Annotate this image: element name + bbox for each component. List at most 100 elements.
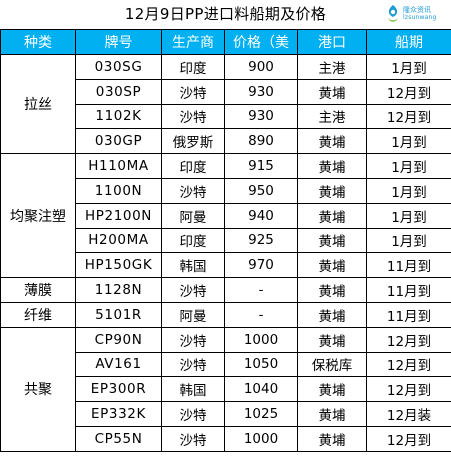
grade-cell: H200MA — [75, 227, 162, 254]
header-shipment: 船期 — [366, 29, 451, 55]
port-cell: 黄埔 — [297, 202, 367, 229]
header-port: 港口 — [297, 29, 367, 55]
price-cell: 930 — [224, 78, 298, 105]
table-row: 拉丝 030SG 印度 900 主港 1月到 — [0, 53, 451, 155]
producer-cell: 阿曼 — [161, 202, 225, 229]
table-row: HP150GK 韩国 970 黄埔 11月到 — [1, 252, 451, 279]
shipment-cell: 12月装 — [366, 401, 451, 427]
grade-cell: HP2100N — [75, 202, 162, 229]
grade-cell: AV161 — [75, 351, 162, 378]
shipment-cell: 12月到 — [366, 326, 451, 353]
shipment-cell: 1月到 — [366, 177, 451, 204]
header-producer: 生产商 — [161, 29, 225, 55]
grade-cell: HP150GK — [75, 252, 162, 279]
port-cell: 黄埔 — [297, 376, 367, 403]
table-row: 共聚 CP90N 沙特 1000 黄埔 12月到 — [0, 326, 451, 452]
grade-cell: 030SG — [75, 54, 162, 80]
shipment-cell: 11月到 — [366, 252, 451, 279]
shipment-cell: 12月到 — [366, 78, 451, 105]
shipment-cell: 12月到 — [366, 351, 451, 378]
price-cell: 940 — [224, 202, 298, 229]
grade-cell: 5101R — [75, 301, 162, 328]
producer-cell: 沙特 — [161, 103, 225, 130]
table-row: HP2100N 阿曼 940 黄埔 1月到 — [1, 202, 451, 229]
table-row: 薄膜 1128N 沙特 - 黄埔 11月到 — [0, 277, 451, 303]
grade-cell: 030SP — [75, 78, 162, 105]
logo-text: 隆众资讯 — [403, 6, 431, 14]
producer-cell: 印度 — [161, 54, 225, 80]
port-cell: 黄埔 — [297, 153, 367, 179]
price-cell: 1050 — [224, 351, 298, 378]
shipment-cell: 11月到 — [366, 301, 451, 328]
shipment-cell: 1月到 — [366, 153, 451, 179]
port-cell: 黄埔 — [297, 277, 367, 303]
producer-cell: 沙特 — [161, 78, 225, 105]
category-cell: 拉丝 — [0, 53, 76, 155]
port-cell: 主港 — [297, 103, 367, 130]
producer-cell: 俄罗斯 — [161, 128, 225, 155]
shipment-cell: 1月到 — [366, 227, 451, 254]
shipment-cell: 12月到 — [366, 376, 451, 403]
port-cell: 黄埔 — [297, 177, 367, 204]
price-cell: 970 — [224, 252, 298, 279]
category-cell: 薄膜 — [0, 277, 76, 303]
table-row: AV161 沙特 1050 保税库 12月到 — [1, 351, 451, 378]
producer-cell: 阿曼 — [161, 301, 225, 328]
shipment-cell: 1月到 — [366, 202, 451, 229]
table-body: 拉丝 030SG 印度 900 主港 1月到 030SP 沙特 930 黄埔 12月到 1102K 沙特… — [0, 53, 451, 452]
producer-cell: 韩国 — [161, 376, 225, 403]
producer-cell: 沙特 — [161, 277, 225, 303]
grade-cell: 1128N — [75, 277, 162, 303]
shipment-cell: 12月到 — [366, 103, 451, 130]
table-row: CP55N 沙特 1000 黄埔 12月到 — [1, 425, 451, 452]
category-cell: 均聚注塑 — [0, 153, 76, 279]
price-cell: 950 — [224, 177, 298, 204]
producer-cell: 印度 — [161, 227, 225, 254]
category-cell: 共聚 — [0, 326, 76, 452]
table-row: 均聚注塑 H110MA 印度 915 黄埔 1月到 — [0, 153, 451, 279]
shipment-cell: 12月到 — [366, 425, 451, 452]
grade-cell: 1102K — [75, 103, 162, 130]
port-cell: 黄埔 — [297, 78, 367, 105]
port-cell: 黄埔 — [297, 128, 367, 155]
price-cell: - — [224, 301, 298, 328]
grade-cell: CP90N — [75, 326, 162, 353]
producer-cell: 沙特 — [161, 401, 225, 427]
shipment-cell: 11月到 — [366, 277, 451, 303]
producer-cell: 沙特 — [161, 326, 225, 353]
logo-subtext: lz​sunwang — [403, 14, 437, 21]
price-cell: - — [224, 277, 298, 303]
shipment-cell: 1月到 — [366, 54, 451, 80]
grade-cell: H110MA — [75, 153, 162, 179]
grade-cell: 030GP — [75, 128, 162, 155]
price-cell: 1025 — [224, 401, 298, 427]
port-cell: 黄埔 — [297, 227, 367, 254]
port-cell: 黄埔 — [297, 326, 367, 353]
producer-cell: 韩国 — [161, 252, 225, 279]
logo-icon — [388, 5, 398, 22]
price-cell: 890 — [224, 128, 298, 155]
header-grade: 牌号 — [75, 29, 162, 55]
table-row: 1102K 沙特 930 主港 12月到 — [1, 103, 451, 130]
price-cell: 1000 — [224, 425, 298, 452]
category-cell: 纤维 — [0, 301, 76, 328]
header-category: 种类 — [0, 29, 76, 55]
port-cell: 黄埔 — [297, 425, 367, 452]
table-row: 纤维 5101R 阿曼 - 黄埔 11月到 — [0, 301, 451, 328]
producer-cell: 沙特 — [161, 351, 225, 378]
price-cell: 1000 — [224, 326, 298, 353]
port-cell: 主港 — [297, 54, 367, 80]
port-cell: 黄埔 — [297, 401, 367, 427]
shipment-cell: 1月到 — [366, 128, 451, 155]
table-row: 030GP 俄罗斯 890 黄埔 1月到 — [1, 128, 451, 155]
producer-cell: 沙特 — [161, 425, 225, 452]
logo: 隆众资讯 lz​sunwang — [385, 3, 447, 27]
table-row: EP332K 沙特 1025 黄埔 12月装 — [1, 401, 451, 427]
header-price: 价格（美 — [224, 29, 298, 55]
table-row: H200MA 印度 925 黄埔 1月到 — [1, 227, 451, 254]
port-cell: 保税库 — [297, 351, 367, 378]
producer-cell: 印度 — [161, 153, 225, 179]
grade-cell: EP332K — [75, 401, 162, 427]
page-title: 12月9日PP进口料船期及价格 — [124, 5, 327, 23]
